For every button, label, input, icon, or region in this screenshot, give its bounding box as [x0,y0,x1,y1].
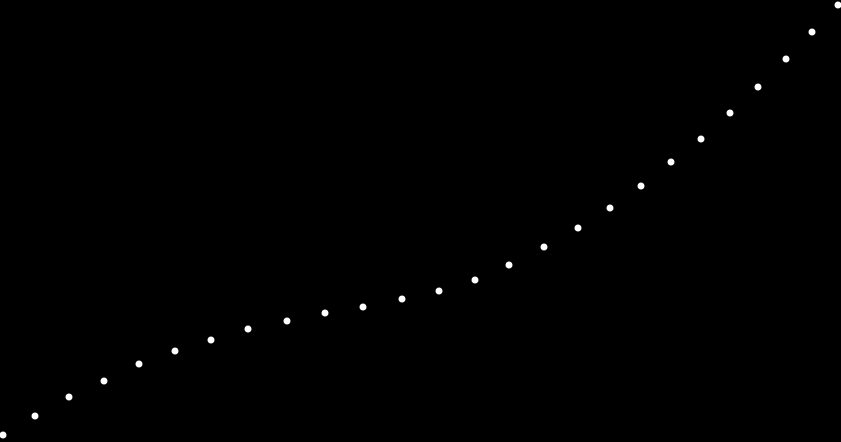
data-point [283,317,291,325]
data-point [398,295,406,303]
data-point [754,83,762,91]
data-point [244,325,252,333]
data-point [65,393,73,401]
data-point [606,204,614,212]
data-point [808,28,816,36]
data-point [782,55,790,63]
data-point [135,360,143,368]
data-point [359,303,367,311]
data-point [321,309,329,317]
data-point [834,1,841,9]
data-point [667,158,675,166]
data-point [31,412,39,420]
data-point [100,377,108,385]
data-point [574,224,582,232]
data-point [505,261,513,269]
data-point [726,109,734,117]
data-point [171,347,179,355]
data-point [435,287,443,295]
data-point [207,336,215,344]
data-point [637,182,645,190]
data-point [0,431,7,439]
data-point [697,135,705,143]
data-point [540,243,548,251]
data-point [471,276,479,284]
